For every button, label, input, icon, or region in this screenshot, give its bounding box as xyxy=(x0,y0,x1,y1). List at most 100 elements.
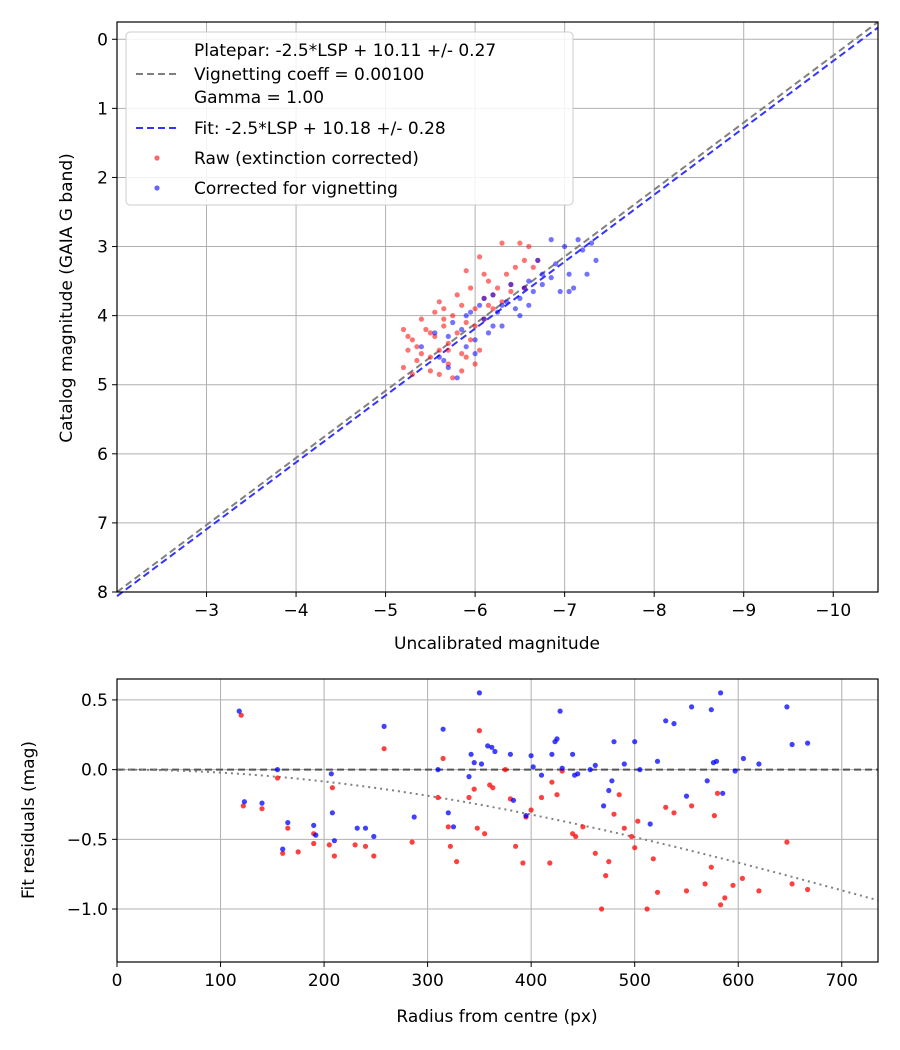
residuals-corrected-point xyxy=(606,787,612,794)
residuals-x-tick-label: 100 xyxy=(204,971,236,991)
calibration-plot-frame xyxy=(116,21,879,593)
residuals-corrected-point xyxy=(611,739,617,745)
residuals-raw-point xyxy=(805,886,811,893)
calibration-raw-point xyxy=(485,278,492,284)
calibration-raw-point xyxy=(463,319,469,326)
residuals-corrected-point xyxy=(557,708,563,714)
residuals-raw-point xyxy=(789,881,795,887)
calibration-raw-point xyxy=(472,361,478,367)
residuals-raw-point xyxy=(644,906,650,912)
residuals-raw-point xyxy=(362,843,369,849)
residuals-raw-point xyxy=(671,810,677,816)
residuals-raw-point xyxy=(573,833,579,840)
residuals-corrected-point xyxy=(313,832,319,838)
residuals-raw-point xyxy=(474,825,480,831)
residuals-raw-point xyxy=(711,813,718,819)
residuals-plot: 0 100 200 300 400 500 600 700 0.5 0.0 −0.5 −1.0 Ra… xyxy=(19,678,879,1027)
calibration-corrected-point xyxy=(593,257,599,263)
calibration-x-tick-label: −3 xyxy=(194,601,219,621)
residuals-corrected-point xyxy=(575,771,581,777)
calibration-corrected-point xyxy=(584,271,590,277)
calibration-raw-point xyxy=(436,347,442,353)
residuals-x-tick-label: 700 xyxy=(826,971,858,991)
residuals-corrected-point xyxy=(440,726,446,732)
residuals-raw-point xyxy=(445,824,451,830)
residuals-points xyxy=(236,690,811,912)
residuals-raw-point xyxy=(259,806,265,812)
residuals-corrected-point xyxy=(671,721,677,727)
calibration-raw-point xyxy=(512,264,519,270)
calibration-raw-point xyxy=(463,354,469,360)
residuals-raw-point xyxy=(513,843,519,849)
calibration-raw-point xyxy=(494,285,501,291)
calibration-corrected-point xyxy=(588,240,595,246)
residuals-corrected-point xyxy=(485,743,491,749)
residuals-y-tick-label: 0.0 xyxy=(81,761,108,781)
calibration-corrected-point xyxy=(445,364,451,371)
legend-gamma-label: Gamma = 1.00 xyxy=(194,88,324,108)
residuals-raw-point xyxy=(409,839,415,845)
residuals-y-tick-label: 0.5 xyxy=(81,691,108,711)
legend-corrected-label: Corrected for vignetting xyxy=(194,179,398,199)
residuals-x-tick-label: 300 xyxy=(411,971,443,991)
calibration-raw-point xyxy=(414,344,420,350)
calibration-corrected-point xyxy=(485,330,492,336)
calibration-corrected-point xyxy=(499,302,505,308)
residuals-corrected-point xyxy=(592,762,598,769)
calibration-raw-point xyxy=(468,285,474,291)
residuals-raw-point xyxy=(702,881,708,887)
calibration-y-axis-label: Catalog magnitude (GAIA G band) xyxy=(57,153,77,443)
residuals-corrected-point xyxy=(371,833,377,840)
residuals-raw-point xyxy=(580,824,586,830)
legend-raw-marker xyxy=(154,155,160,161)
residuals-corrected-point xyxy=(637,767,643,773)
residuals-corrected-point xyxy=(663,718,669,724)
calibration-raw-point xyxy=(441,316,447,322)
residuals-corrected-point xyxy=(450,824,457,830)
residuals-raw-point xyxy=(739,875,746,882)
residuals-corrected-point xyxy=(554,736,560,742)
legend-box xyxy=(125,31,574,206)
residuals-corrected-point xyxy=(381,723,387,730)
residuals-raw-point xyxy=(238,712,244,718)
residuals-lines xyxy=(117,768,879,902)
residuals-corrected-point xyxy=(331,838,337,844)
residuals-corrected-point xyxy=(507,751,513,757)
calibration-y-tick-label: 2 xyxy=(97,168,108,188)
calibration-raw-point xyxy=(409,337,415,343)
residuals-corrected-point xyxy=(478,761,485,767)
residuals-raw-point xyxy=(240,803,246,809)
residuals-raw-point xyxy=(381,746,387,752)
calibration-raw-point xyxy=(414,357,420,364)
residuals-raw-point xyxy=(329,785,335,791)
calibration-raw-point xyxy=(400,326,407,333)
residuals-raw-point xyxy=(718,902,724,908)
residuals-raw-point xyxy=(311,840,317,847)
legend-vignetting-label: Vignetting coeff = 0.00100 xyxy=(194,65,424,85)
residuals-corrected-point xyxy=(784,704,790,710)
residuals-corrected-point xyxy=(274,767,281,773)
residuals-y-ticks: 0.5 0.0 −0.5 −1.0 xyxy=(67,691,117,920)
calibration-x-ticks: −3 −4 −5 −6 −7 −8 −9 −10 xyxy=(194,592,851,621)
calibration-raw-point xyxy=(508,288,514,295)
residuals-corrected-point xyxy=(236,708,242,714)
residuals-x-tick-label: 500 xyxy=(618,971,650,991)
residuals-corrected-point xyxy=(523,813,529,819)
legend-fit-label: Fit: -2.5*LSP + 10.18 +/- 0.28 xyxy=(194,119,446,139)
calibration-corrected-point xyxy=(512,306,519,312)
residuals-raw-point xyxy=(490,785,496,791)
calibration-raw-point xyxy=(454,330,460,336)
residuals-raw-point xyxy=(616,792,622,798)
calibration-raw-point xyxy=(472,323,478,329)
calibration-raw-point xyxy=(481,271,487,277)
calibration-corrected-point xyxy=(441,357,447,364)
residuals-corrected-point xyxy=(609,778,615,784)
calibration-raw-point xyxy=(405,347,411,353)
residuals-raw-point xyxy=(756,888,762,894)
residuals-raw-point xyxy=(285,825,291,831)
residuals-corrected-point xyxy=(311,822,317,829)
residuals-raw-point xyxy=(274,775,281,781)
residuals-corrected-point xyxy=(683,793,690,799)
residuals-corrected-point xyxy=(466,774,472,780)
calibration-corrected-point xyxy=(521,285,528,291)
